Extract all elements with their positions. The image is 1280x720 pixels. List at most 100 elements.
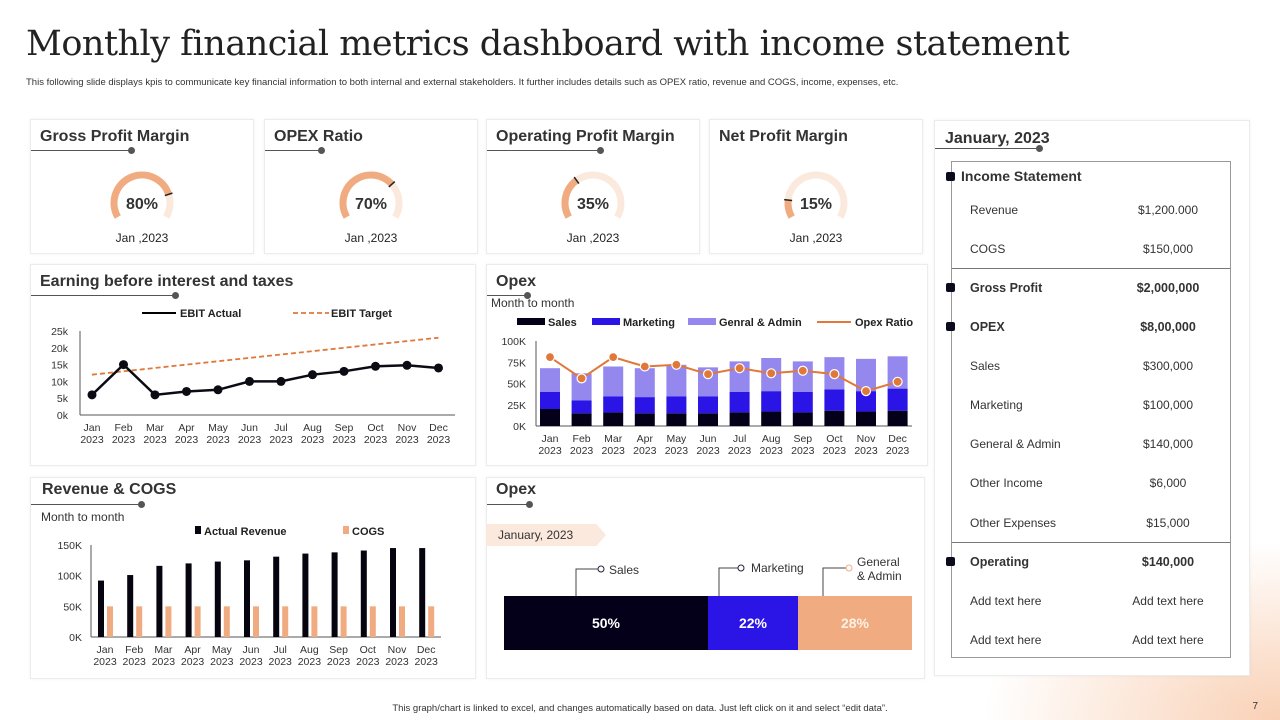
gauge (561, 171, 625, 219)
row-label: Sales (970, 359, 1001, 373)
chart-subtitle: Month to month (491, 296, 575, 310)
kpi-card-gross-profit-margin: Gross Profit Margin 80% Jan ,2023 (30, 119, 254, 254)
gauge-marker (573, 176, 580, 185)
divider (952, 268, 1230, 269)
income-row: Other Expenses $15,000 (952, 504, 1230, 543)
row-value: $140,000 (1141, 555, 1195, 569)
kpi-title: Operating Profit Margin (496, 128, 675, 145)
opex-chart-card[interactable]: Opex Month to month (486, 264, 928, 466)
income-statement-card: January, 2023 (934, 120, 1250, 676)
footer-note: This graph/chart is linked to excel, and… (392, 703, 888, 714)
kpi-date: Jan ,2023 (115, 231, 169, 245)
row-value: $300,000 (1142, 359, 1194, 373)
gauge-fill (339, 171, 395, 219)
page-number: 7 (1252, 701, 1258, 712)
chart-title: Opex (496, 481, 537, 498)
title-underline (487, 147, 604, 154)
row-label: General & Admin (970, 437, 1061, 451)
income-row: COGS $150,000 (952, 230, 1230, 269)
opex-label-general-admin: General & Admin (857, 555, 902, 583)
title-underline (265, 147, 325, 154)
income-row: Other Income $6,000 (952, 464, 1230, 503)
row-label: Other Income (970, 476, 1043, 490)
income-row: OPEX $8,00,000 (946, 308, 1230, 347)
kpi-date: Jan ,2023 (566, 231, 620, 245)
income-row: Gross Profit $2,000,000 (946, 269, 1230, 308)
revenue-cogs-chart-card[interactable]: Revenue & COGS Month to month (30, 477, 476, 679)
kpi-card-net-profit-margin: Net Profit Margin 15% Jan ,2023 (709, 119, 923, 254)
gauge-fill (110, 171, 172, 219)
gauge-marker (388, 181, 396, 188)
opex-label-marketing: Marketing (751, 561, 804, 575)
kpi-card-opex-ratio: OPEX Ratio 70% Jan ,2023 (264, 119, 478, 254)
row-value: $15,000 (1146, 516, 1190, 530)
income-row: Operating $140,000 (946, 543, 1230, 582)
kpi-value: 35% (576, 196, 610, 213)
kpi-date: Jan ,2023 (344, 231, 398, 245)
income-heading: Income Statement (961, 168, 1082, 184)
opex-period-tag: January, 2023 (486, 524, 606, 546)
row-label: Add text here (970, 594, 1042, 608)
kpi-title: OPEX Ratio (274, 128, 363, 145)
income-period: January, 2023 (945, 130, 1050, 147)
page-subtitle: This following slide displays kpis to co… (26, 77, 899, 88)
opex-label-sales: Sales (609, 563, 640, 577)
row-value: $1,200.000 (1137, 203, 1199, 217)
chart-title: Revenue & COGS (42, 481, 177, 498)
kpi-date: Jan ,2023 (789, 231, 843, 245)
row-value: $140,000 (1142, 437, 1194, 451)
chart-subtitle: Month to month (41, 510, 125, 524)
income-row: Add text here Add text here (952, 582, 1230, 621)
title-underline (31, 292, 179, 299)
chart-title: Opex (496, 273, 537, 290)
kpi-title: Gross Profit Margin (40, 128, 190, 145)
kpi-title: Net Profit Margin (719, 128, 848, 145)
gauge-fill (561, 177, 579, 219)
ebit-chart-card[interactable]: Earning before interest and taxes (30, 264, 476, 466)
income-statement-table: Income Statement Revenue $1,200.000 COGS $… (946, 161, 1231, 660)
income-row: Marketing $100,000 (952, 386, 1230, 425)
opex-segment-sales[interactable]: 50% (504, 596, 708, 650)
opex-segment-marketing[interactable]: 22% (708, 596, 798, 650)
income-row: Sales $300,000 (952, 347, 1230, 386)
row-value: $150,000 (1142, 242, 1194, 256)
bullet-icon (946, 172, 955, 181)
kpi-value: 80% (125, 196, 159, 213)
kpi-value: 70% (354, 196, 388, 213)
gauge (784, 171, 848, 219)
row-label: Add text here (970, 633, 1042, 647)
gauge (110, 171, 174, 219)
title-underline (31, 501, 145, 508)
income-row: Revenue $1,200.000 (952, 191, 1230, 230)
opex-segment-general-admin[interactable]: 28% (798, 596, 912, 650)
bullet-icon (946, 322, 955, 331)
row-label: Marketing (970, 398, 1023, 412)
page-title: Monthly financial metrics dashboard with… (26, 24, 1070, 64)
row-label: Gross Profit (970, 281, 1043, 295)
chart-title: Earning before interest and taxes (40, 273, 294, 290)
row-label: Other Expenses (970, 516, 1057, 530)
row-label: Operating (970, 555, 1030, 569)
divider (952, 542, 1230, 543)
row-value: $2,000,000 (1136, 281, 1200, 295)
income-row: General & Admin $140,000 (952, 425, 1230, 464)
row-value: Add text here (1132, 594, 1204, 608)
income-row: Add text here Add text here (952, 621, 1230, 660)
row-value: $6,000 (1149, 476, 1187, 490)
gauge-marker (164, 192, 173, 197)
title-underline (31, 147, 135, 154)
title-underline (487, 292, 531, 299)
gauge-marker (784, 198, 793, 202)
kpi-value: 15% (799, 196, 833, 213)
row-label: Revenue (970, 203, 1019, 217)
bullet-icon (946, 283, 955, 292)
title-underline (487, 501, 533, 508)
row-value: $8,00,000 (1140, 320, 1196, 334)
row-value: Add text here (1132, 633, 1204, 647)
row-label: COGS (970, 242, 1006, 256)
kpi-card-operating-profit-margin: Operating Profit Margin 35% Jan ,2023 (486, 119, 700, 254)
row-label: OPEX (970, 320, 1005, 334)
row-value: $100,000 (1142, 398, 1194, 412)
bullet-icon (946, 557, 955, 566)
title-underline (935, 145, 1043, 152)
